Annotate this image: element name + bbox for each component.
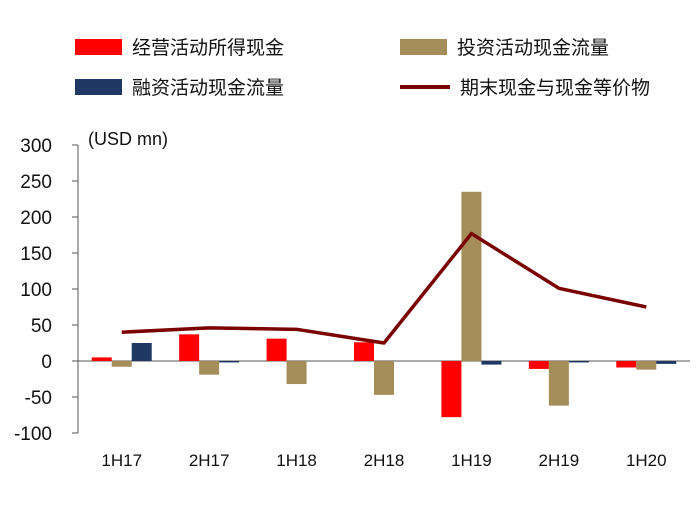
bar xyxy=(131,343,152,361)
bar xyxy=(111,361,132,367)
y-tick-label: -100 xyxy=(14,424,52,445)
bar xyxy=(528,361,549,369)
y-tick-label: 200 xyxy=(20,208,52,229)
x-tick-label: 1H17 xyxy=(101,451,142,470)
bar xyxy=(461,191,482,361)
legend-label-operating: 经营活动所得现金 xyxy=(132,37,285,59)
bar xyxy=(441,361,462,418)
bar xyxy=(354,342,374,361)
y-tick-label: -50 xyxy=(25,388,52,409)
bar xyxy=(219,361,240,363)
y-tick-label: 250 xyxy=(20,172,52,193)
y-tick-label: 50 xyxy=(31,316,52,337)
legend-item-financing: 融资活动现金流量 xyxy=(75,73,284,100)
bar xyxy=(636,361,657,370)
series-line xyxy=(121,231,647,345)
bar xyxy=(616,361,637,368)
y-tick-label: 150 xyxy=(20,244,52,265)
y-tick-label: 100 xyxy=(20,280,52,301)
x-tick-label: 1H20 xyxy=(626,451,667,470)
bar xyxy=(286,361,307,385)
x-tick-label: 2H17 xyxy=(189,451,230,470)
y-tick-label: 0 xyxy=(41,352,52,373)
legend-item-investing: 投资活动现金流量 xyxy=(400,33,609,60)
x-tick-label: 1H18 xyxy=(276,451,317,470)
legend-item-cash-end: 期末现金与现金等价物 xyxy=(400,73,650,100)
legend-label-cash-end: 期末现金与现金等价物 xyxy=(460,77,651,99)
x-tick-label: 1H19 xyxy=(451,451,492,470)
bar xyxy=(548,361,569,406)
bar xyxy=(266,338,287,361)
y-tick-label: 300 xyxy=(20,136,52,157)
legend-item-operating: 经营活动所得现金 xyxy=(75,33,284,60)
legend-swatch-cash-end xyxy=(400,84,450,89)
bar xyxy=(91,357,112,361)
legend-swatch-investing xyxy=(400,38,447,55)
legend-label-investing: 投资活动现金流量 xyxy=(457,37,610,59)
legend-swatch-operating xyxy=(75,38,122,55)
bar xyxy=(374,361,394,395)
x-tick-label: 2H19 xyxy=(539,451,580,470)
x-tick-label: 2H18 xyxy=(364,451,405,470)
legend-swatch-financing xyxy=(75,78,122,95)
bar xyxy=(656,361,677,364)
bar xyxy=(199,361,220,375)
bar xyxy=(179,334,200,361)
bar xyxy=(481,361,502,365)
unit-label: (USD mn) xyxy=(88,129,168,149)
legend-label-financing: 融资活动现金流量 xyxy=(132,77,285,99)
bar xyxy=(568,361,589,363)
